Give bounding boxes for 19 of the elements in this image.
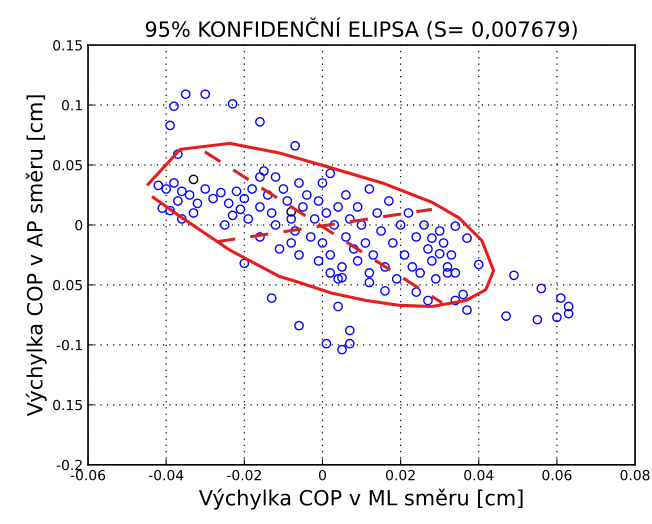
x-axis-title: Výchylka COP v ML směru [cm]: [198, 488, 523, 510]
y-tick-label: 0.05: [53, 280, 82, 290]
y-tick-label: 0: [75, 220, 82, 230]
y-tick-label: 0.15: [53, 400, 82, 410]
x-tick-label: -0.06: [70, 470, 106, 480]
y-tick-label: 0.15: [53, 40, 82, 51]
x-tick-label: 0.06: [542, 470, 572, 480]
x-tick-label: -0.02: [227, 470, 261, 480]
x-tick-label: 0.04: [464, 470, 494, 480]
x-tick-label: -0.04: [148, 470, 184, 480]
x-tick-label: 0.08: [620, 470, 650, 480]
chart-title: 95% KONFIDENČNÍ ELIPSA (S= 0,007679): [146, 17, 577, 40]
x-tick-label: 0.02: [386, 470, 415, 480]
y-tick-label: 0.05: [53, 160, 82, 170]
y-tick-label: 0.1: [62, 100, 82, 110]
x-tick-label: 0: [318, 470, 326, 480]
y-axis-title: Výchylka COP v AP směru [cm]: [26, 95, 47, 416]
y-tick-label: -0.1: [56, 340, 82, 350]
y-tick-label: -0.2: [56, 460, 82, 470]
